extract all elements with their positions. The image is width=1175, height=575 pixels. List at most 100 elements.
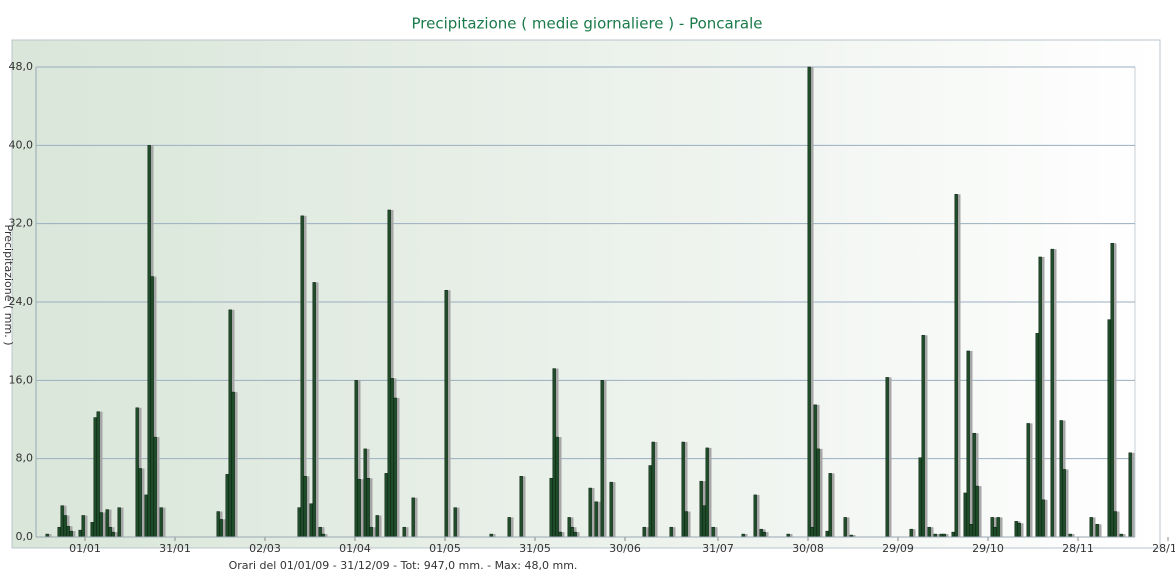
bar	[1041, 499, 1045, 538]
bar-shadow	[846, 517, 850, 537]
bar	[159, 507, 163, 538]
bar	[828, 473, 832, 538]
bar-shadow	[756, 494, 760, 537]
bar	[588, 487, 592, 538]
bar	[972, 432, 976, 538]
bar	[57, 526, 61, 538]
bar	[147, 145, 151, 538]
bar-shadow	[99, 411, 103, 537]
bar-shadow	[357, 380, 361, 537]
bar	[1107, 319, 1111, 538]
bar	[303, 476, 307, 538]
bar-shadow	[558, 437, 562, 537]
bar	[969, 524, 973, 538]
y-tick-label: 16,0	[9, 373, 34, 386]
bar-shadow	[714, 527, 718, 537]
bar-shadow	[576, 532, 580, 537]
bar	[519, 476, 523, 538]
bar	[711, 526, 715, 538]
bar-shadow	[456, 507, 460, 537]
bar-shadow	[405, 527, 409, 537]
bar-shadow	[162, 507, 166, 537]
bar-shadow	[141, 468, 145, 537]
bar-shadow	[522, 476, 526, 537]
bar	[699, 480, 703, 538]
bar	[648, 465, 652, 538]
bar-shadow	[1065, 469, 1069, 537]
bar	[681, 441, 685, 538]
bar	[78, 529, 82, 538]
bar-shadow	[306, 476, 310, 537]
bar	[387, 209, 391, 538]
bar-shadow	[156, 437, 160, 537]
bar-shadow	[1098, 524, 1102, 537]
bar	[762, 531, 766, 538]
bar	[807, 66, 811, 538]
bar-shadow	[315, 282, 319, 537]
y-tick-label: 40,0	[9, 138, 34, 151]
bar-shadow	[999, 517, 1003, 537]
bar	[90, 522, 94, 538]
bar	[1095, 524, 1099, 538]
x-tick-label: 28/11	[1062, 542, 1094, 555]
bar	[63, 515, 67, 538]
bar	[558, 531, 562, 538]
bar	[1059, 420, 1063, 538]
bar	[228, 309, 232, 538]
bar	[93, 417, 97, 538]
bar-shadow	[120, 507, 124, 537]
bar-shadow	[414, 497, 418, 537]
bar-shadow	[360, 479, 364, 537]
bar-shadow	[369, 478, 373, 537]
bar-shadow	[810, 67, 814, 537]
bar	[60, 505, 64, 538]
bar	[366, 478, 370, 538]
bar	[153, 436, 157, 538]
bar	[444, 290, 448, 538]
bar-shadow	[222, 519, 226, 537]
bar-shadow	[390, 209, 394, 538]
x-tick-label: 31/07	[702, 542, 734, 555]
bar	[951, 531, 955, 538]
bar	[81, 515, 85, 538]
bar	[138, 468, 142, 538]
bar-shadow	[888, 377, 892, 537]
bar-shadow	[1131, 452, 1135, 537]
bar	[885, 377, 889, 538]
bar-shadow	[72, 531, 76, 537]
bar-shadow	[102, 512, 106, 537]
y-tick-label: 32,0	[9, 217, 34, 230]
bar	[144, 494, 148, 538]
bar	[1128, 452, 1132, 538]
bar-shadow	[975, 433, 979, 537]
bar	[135, 407, 139, 538]
bar	[1050, 248, 1054, 538]
bar-shadow	[612, 482, 616, 537]
bar-shadow	[744, 534, 748, 537]
bar-shadow	[324, 534, 328, 537]
bar	[369, 526, 373, 538]
y-tick-label: 0,0	[16, 530, 34, 543]
bar	[384, 473, 388, 538]
bar-shadow	[957, 194, 961, 537]
bar	[921, 335, 925, 538]
bar	[555, 436, 559, 538]
bar-shadow	[48, 534, 52, 537]
bar	[927, 526, 931, 538]
bar-shadow	[303, 215, 307, 538]
bar	[69, 530, 73, 538]
bar	[1035, 333, 1039, 538]
bar-shadow	[945, 534, 949, 537]
bar-shadow	[831, 473, 835, 537]
bar	[111, 531, 115, 538]
bar	[918, 457, 922, 538]
bar-shadow	[1113, 243, 1117, 537]
bar	[1062, 469, 1066, 538]
bar	[567, 517, 571, 538]
bar-shadow	[930, 527, 934, 537]
bar-shadow	[396, 397, 400, 537]
x-tick-label: 28/12	[1152, 542, 1175, 555]
bar	[993, 526, 997, 538]
bar	[117, 507, 121, 538]
bar	[843, 517, 847, 538]
